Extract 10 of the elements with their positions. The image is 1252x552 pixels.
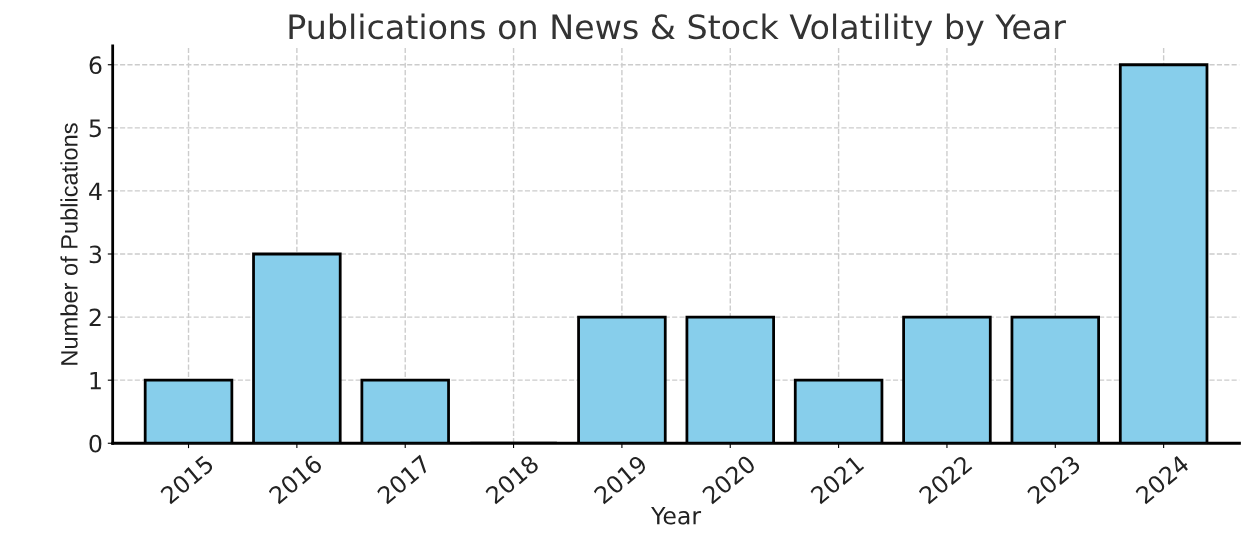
y-tick-label: 6 [89,56,102,75]
y-tick-label: 5 [89,119,101,138]
x-axis-title: Year [651,507,702,525]
y-tick-label: 3 [89,245,102,264]
y-tick-label: 0 [89,434,102,453]
y-tick-label: 1 [90,371,101,390]
chart-title: Publications on News & Stock Volatility by Year [289,13,1066,46]
y-tick-label: 4 [89,182,102,200]
y-tick-label: 2 [89,308,101,327]
y-axis-title: Number of Publications [60,123,78,365]
